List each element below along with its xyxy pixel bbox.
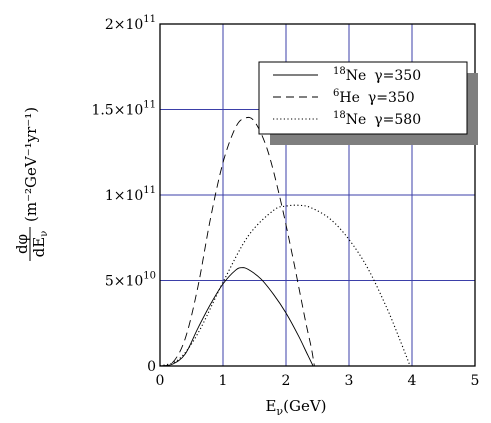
x-axis-ticks: 0 1 2 3 4 5: [156, 373, 480, 389]
x-axis-label-main: E: [265, 397, 276, 415]
legend-label: 18Ne γ=350: [333, 66, 421, 84]
legend-label: 6He γ=350: [333, 88, 415, 106]
legend-box: [258, 61, 468, 135]
y-tick-label: 1.5×1011: [91, 100, 156, 119]
x-tick-label: 5: [471, 373, 480, 389]
x-tick-label: 0: [156, 373, 165, 389]
svg-text:Eν(GeV): Eν(GeV): [265, 397, 326, 418]
x-axis-label: Eν(GeV): [265, 397, 326, 418]
series-curve: [159, 267, 314, 367]
y-axis-label-units: (m⁻²GeV⁻¹yr⁻¹): [22, 107, 40, 222]
y-axis-label: dφ dEν (m⁻²GeV⁻¹yr⁻¹): [13, 107, 50, 261]
x-tick-label: 3: [345, 373, 354, 389]
series-curve: [159, 204, 411, 367]
x-tick-label: 4: [408, 373, 417, 389]
x-tick-label: 2: [282, 373, 291, 389]
legend: 18Ne γ=350 6He γ=350 18Ne γ=580: [258, 61, 478, 145]
y-tick-label: 0: [147, 359, 156, 375]
y-axis-ticks: 0 5×1010 1×1011 1.5×1011 2×1011: [91, 14, 156, 375]
svg-text:dEν: dEν: [30, 231, 50, 258]
plot-frame: [159, 23, 476, 367]
x-tick-label: 1: [219, 373, 228, 389]
x-axis-label-rest: (GeV): [283, 397, 326, 415]
x-axis-label-sub: ν: [276, 405, 283, 418]
y-tick-label: 1×1011: [105, 185, 156, 204]
series-curve: [159, 116, 315, 367]
y-axis-label-denominator-sub: ν: [39, 231, 50, 237]
legend-label: 18Ne γ=580: [333, 110, 421, 128]
y-tick-label: 5×1010: [105, 271, 156, 290]
y-tick-label: 2×1011: [105, 14, 156, 33]
curves: [159, 116, 411, 367]
y-axis-label-denominator: dE: [30, 237, 48, 258]
y-axis-label-numerator: dφ: [13, 234, 31, 254]
